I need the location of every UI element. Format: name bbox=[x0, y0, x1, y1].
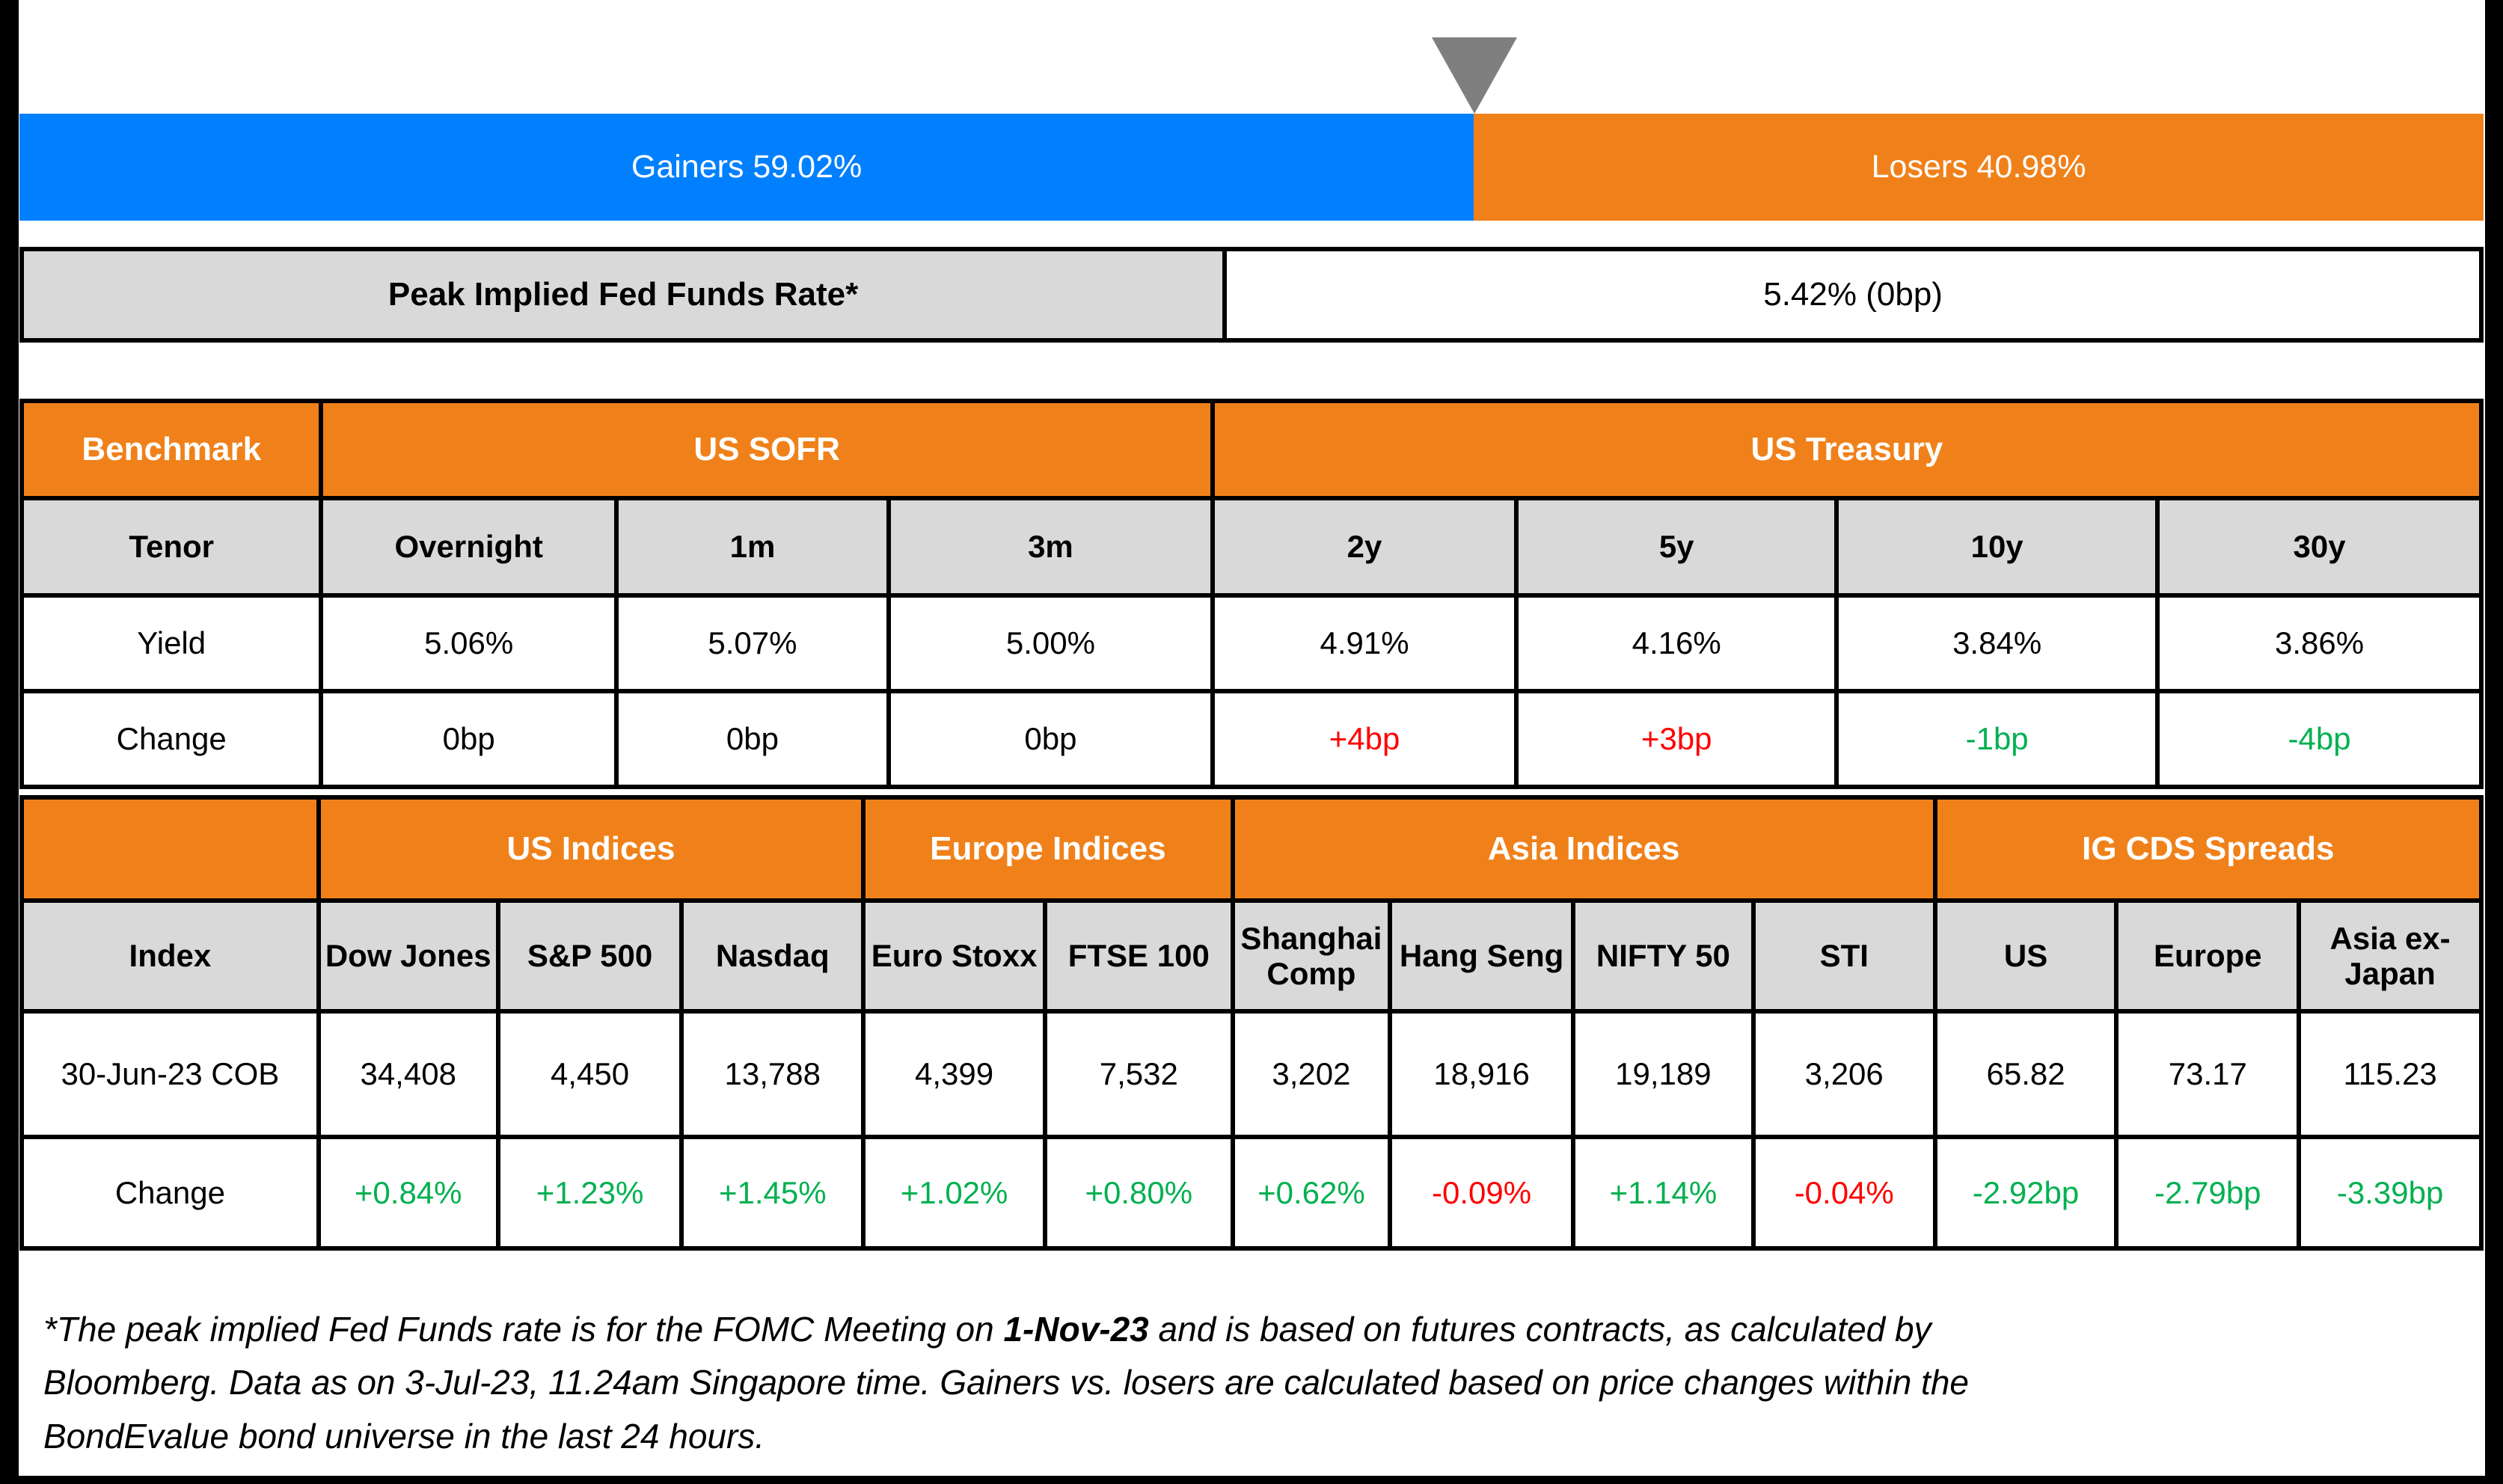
bottom-frame-strip bbox=[0, 1476, 2503, 1484]
indices-table: US Indices Europe Indices Asia Indices I… bbox=[19, 795, 2484, 1251]
index-name-cell: Dow Jones bbox=[320, 903, 496, 1009]
cob-value-cell: 3,206 bbox=[1755, 1014, 1933, 1135]
change-row-label: Change bbox=[24, 693, 319, 785]
gainers-segment: Gainers 59.02% bbox=[19, 114, 1474, 221]
index-name-cell: S&P 500 bbox=[500, 903, 680, 1009]
cob-value-cell: 3,202 bbox=[1234, 1014, 1388, 1135]
index-change-cell: +0.62% bbox=[1234, 1139, 1388, 1246]
index-name-cell: Asia ex-Japan bbox=[2301, 903, 2479, 1009]
yield-cell: 4.91% bbox=[1214, 598, 1515, 689]
footnote-line2: Bloomberg. Data as on 3-Jul-23, 11.24am … bbox=[43, 1363, 1970, 1402]
change-cell: +4bp bbox=[1214, 693, 1515, 785]
footnote-fomc-date: 1-Nov-23 bbox=[1003, 1310, 1149, 1349]
index-change-cell: -2.92bp bbox=[1937, 1139, 2115, 1246]
yield-cell: 4.16% bbox=[1519, 598, 1835, 689]
fed-funds-row: Peak Implied Fed Funds Rate* 5.42% (0bp) bbox=[19, 247, 2484, 343]
benchmark-corner-header: Benchmark bbox=[24, 403, 319, 496]
yield-cell: 5.00% bbox=[890, 598, 1210, 689]
europe-indices-group-header: Europe Indices bbox=[866, 800, 1231, 898]
index-name-cell: Nasdaq bbox=[684, 903, 862, 1009]
yield-cell: 3.86% bbox=[2160, 598, 2479, 689]
index-change-cell: +0.84% bbox=[320, 1139, 496, 1246]
index-change-cell: +0.80% bbox=[1047, 1139, 1231, 1246]
index-name-cell: Euro Stoxx bbox=[866, 903, 1043, 1009]
index-change-cell: +1.45% bbox=[684, 1139, 862, 1246]
change-cell: 0bp bbox=[618, 693, 886, 785]
yield-row-label: Yield bbox=[24, 598, 319, 689]
index-change-cell: -2.79bp bbox=[2118, 1139, 2297, 1246]
index-change-cell: -0.04% bbox=[1755, 1139, 1933, 1246]
tenor-cell: 2y bbox=[1214, 500, 1515, 593]
left-frame-strip bbox=[0, 0, 19, 1484]
index-change-cell: -0.09% bbox=[1392, 1139, 1571, 1246]
cob-value-cell: 7,532 bbox=[1047, 1014, 1231, 1135]
change-cell: +3bp bbox=[1519, 693, 1835, 785]
index-change-cell: -3.39bp bbox=[2301, 1139, 2479, 1246]
cob-row-label: 30-Jun-23 COB bbox=[24, 1014, 316, 1135]
footnote: *The peak implied Fed Funds rate is for … bbox=[43, 1303, 2472, 1463]
index-change-cell: +1.14% bbox=[1575, 1139, 1751, 1246]
gainers-label: Gainers 59.02% bbox=[631, 149, 863, 185]
index-name-cell: NIFTY 50 bbox=[1575, 903, 1751, 1009]
benchmark-table: Benchmark US SOFR US Treasury Tenor Over… bbox=[19, 399, 2484, 789]
index-change-cell: +1.02% bbox=[866, 1139, 1043, 1246]
asia-indices-group-header: Asia Indices bbox=[1234, 800, 1933, 898]
index-name-cell: STI bbox=[1755, 903, 1933, 1009]
index-name-cell: Hang Seng bbox=[1392, 903, 1571, 1009]
yield-cell: 5.06% bbox=[323, 598, 614, 689]
index-name-cell: Europe bbox=[2118, 903, 2297, 1009]
cob-value-cell: 115.23 bbox=[2301, 1014, 2479, 1135]
indices-corner-header bbox=[24, 800, 316, 898]
index-row-label: Index bbox=[24, 903, 316, 1009]
fed-funds-label: Peak Implied Fed Funds Rate* bbox=[24, 251, 1228, 338]
cob-value-cell: 34,408 bbox=[320, 1014, 496, 1135]
tenor-cell: Overnight bbox=[323, 500, 614, 593]
gainers-losers-bar: Gainers 59.02% Losers 40.98% bbox=[19, 114, 2484, 221]
footnote-line1-post: and is based on futures contracts, as ca… bbox=[1148, 1310, 1931, 1349]
losers-label: Losers 40.98% bbox=[1871, 149, 2086, 185]
tenor-cell: 5y bbox=[1519, 500, 1835, 593]
cob-value-cell: 13,788 bbox=[684, 1014, 862, 1135]
index-name-cell: US bbox=[1937, 903, 2115, 1009]
tenor-cell: 1m bbox=[618, 500, 886, 593]
tenor-cell: 10y bbox=[1839, 500, 2156, 593]
footnote-line3: BondEvalue bond universe in the last 24 … bbox=[43, 1416, 765, 1456]
us-treasury-group-header: US Treasury bbox=[1214, 403, 2479, 496]
change-cell: -1bp bbox=[1839, 693, 2156, 785]
index-name-cell: Shanghai Comp bbox=[1234, 903, 1388, 1009]
losers-segment: Losers 40.98% bbox=[1474, 114, 2484, 221]
fed-funds-value: 5.42% (0bp) bbox=[1763, 276, 1943, 313]
change-cell: -4bp bbox=[2160, 693, 2479, 785]
footnote-line1-pre: *The peak implied Fed Funds rate is for … bbox=[43, 1310, 1004, 1349]
indices-change-row-label: Change bbox=[24, 1139, 316, 1246]
ig-cds-group-header: IG CDS Spreads bbox=[1937, 800, 2479, 898]
us-sofr-group-header: US SOFR bbox=[323, 403, 1210, 496]
index-change-cell: +1.23% bbox=[500, 1139, 680, 1246]
tenor-cell: 30y bbox=[2160, 500, 2479, 593]
change-cell: 0bp bbox=[890, 693, 1210, 785]
change-cell: 0bp bbox=[323, 693, 614, 785]
cob-value-cell: 4,399 bbox=[866, 1014, 1043, 1135]
cob-value-cell: 19,189 bbox=[1575, 1014, 1751, 1135]
tenor-row-label: Tenor bbox=[24, 500, 319, 593]
cob-value-cell: 73.17 bbox=[2118, 1014, 2297, 1135]
us-indices-group-header: US Indices bbox=[320, 800, 862, 898]
yield-cell: 5.07% bbox=[618, 598, 886, 689]
yield-cell: 3.84% bbox=[1839, 598, 2156, 689]
cob-value-cell: 65.82 bbox=[1937, 1014, 2115, 1135]
right-frame-strip bbox=[2485, 0, 2503, 1484]
tenor-cell: 3m bbox=[890, 500, 1210, 593]
marker-triangle-icon bbox=[1432, 37, 1517, 114]
cob-value-cell: 4,450 bbox=[500, 1014, 680, 1135]
cob-value-cell: 18,916 bbox=[1392, 1014, 1571, 1135]
index-name-cell: FTSE 100 bbox=[1047, 903, 1231, 1009]
